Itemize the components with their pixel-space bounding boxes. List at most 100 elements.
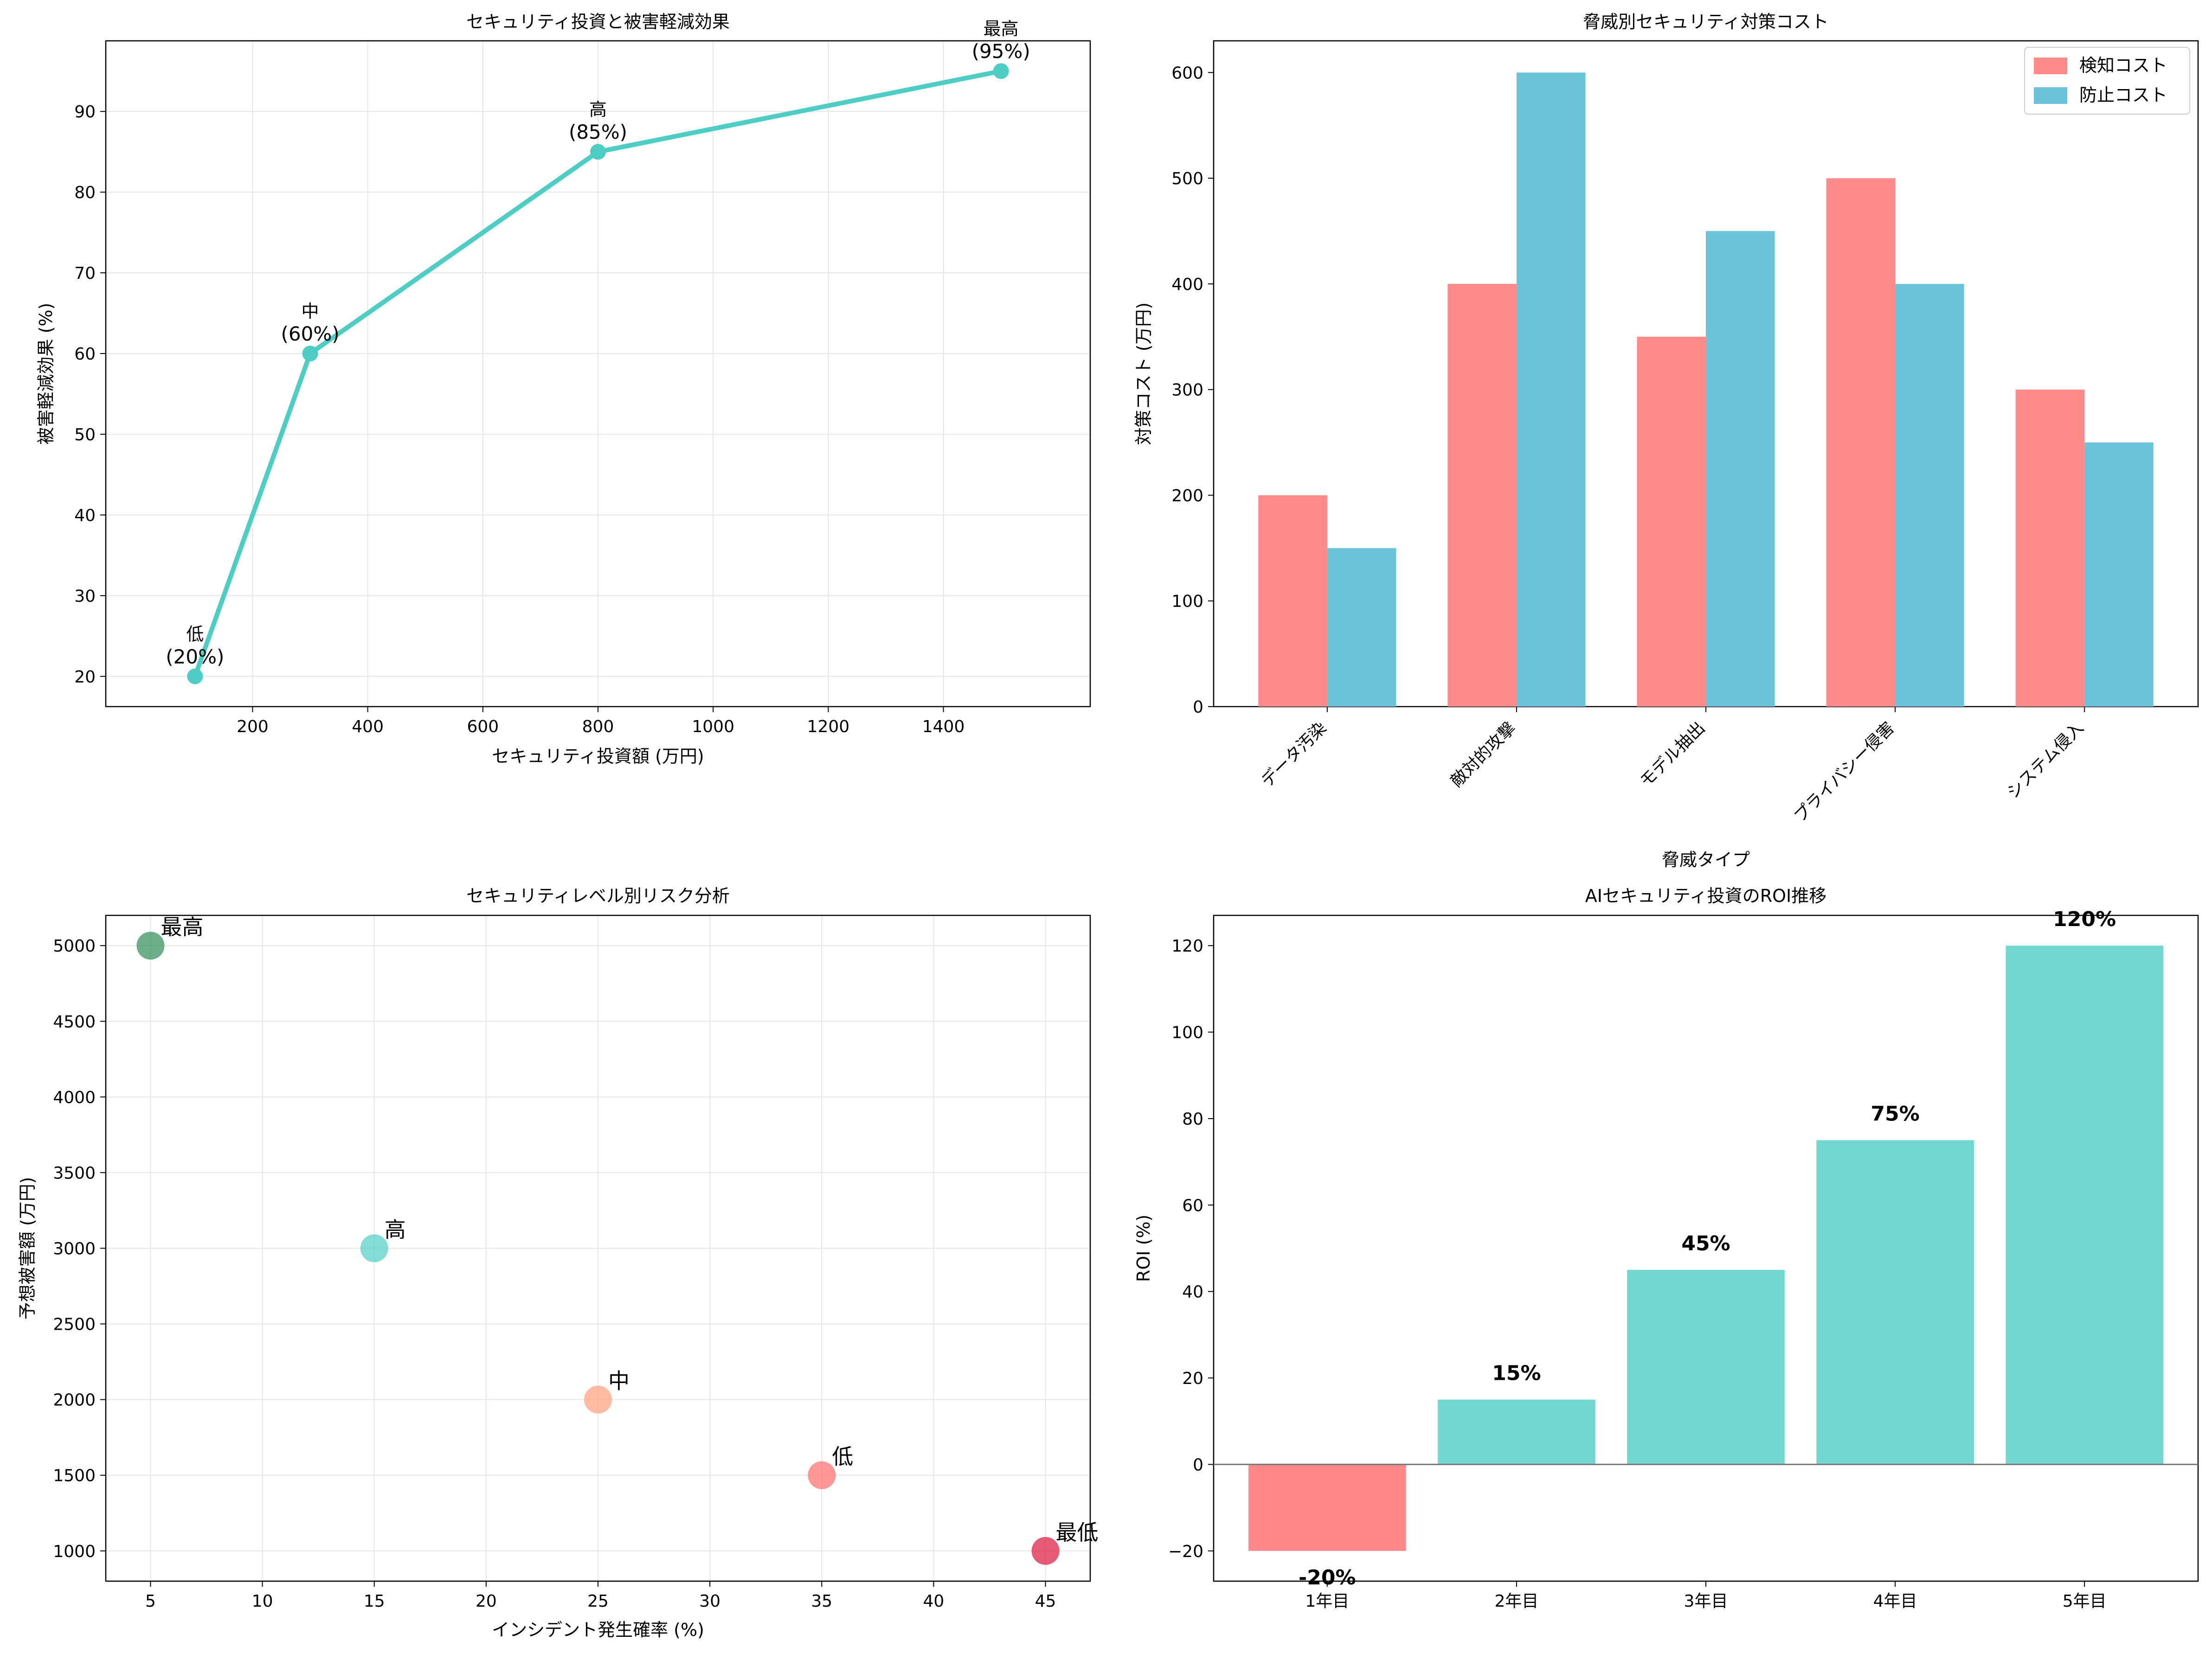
y-tick-label: 4500 [53, 1012, 96, 1031]
y-tick-label: 0 [1193, 1455, 1203, 1474]
chart-title: セキュリティ投資と被害軽減効果 [466, 12, 730, 32]
bar-detection [1258, 495, 1327, 707]
x-tick-label: 1200 [807, 717, 850, 736]
point-label-value: (20%) [166, 645, 224, 668]
x-axis-label: インシデント発生確率 (%) [492, 1620, 704, 1640]
y-tick-label: 600 [1171, 64, 1203, 83]
point-label: 最低 [1056, 1520, 1099, 1545]
x-tick-label: 35 [811, 1592, 832, 1611]
y-tick-label: 20 [74, 668, 96, 687]
chart-title: AIセキュリティ投資のROI推移 [1585, 886, 1826, 906]
bar-detection [1637, 336, 1706, 707]
x-tick-label: 1400 [922, 717, 965, 736]
y-tick-label: 0 [1193, 698, 1203, 717]
bar-prevention [1706, 231, 1775, 707]
x-tick-label: 40 [923, 1592, 945, 1611]
point-label-level: 低 [186, 624, 204, 644]
point-label-level: 高 [589, 99, 607, 120]
x-tick-label: 4年目 [1873, 1592, 1917, 1611]
y-tick-label: −20 [1168, 1542, 1203, 1561]
bar-prevention [1895, 283, 1964, 707]
x-tick-label: データ汚染 [1258, 718, 1330, 791]
x-tick-label: 45 [1035, 1592, 1056, 1611]
x-tick-label: 200 [237, 717, 269, 736]
x-tick-label: 400 [352, 717, 384, 736]
roi-bar [2006, 946, 2163, 1465]
y-tick-label: 120 [1171, 937, 1203, 956]
legend-label: 防止コスト [2079, 85, 2167, 105]
x-tick-label: 5 [145, 1592, 156, 1611]
y-tick-label: 500 [1171, 169, 1203, 188]
point-label-value: (60%) [281, 322, 339, 345]
data-point [590, 144, 606, 160]
y-tick-label: 3000 [53, 1240, 96, 1259]
point-label: 高 [385, 1217, 406, 1242]
y-tick-label: 100 [1171, 592, 1203, 611]
x-tick-label: プライバシー侵害 [1790, 718, 1898, 826]
scatter-point [584, 1385, 612, 1414]
y-tick-label: 100 [1171, 1023, 1203, 1043]
x-tick-label: 10 [252, 1592, 273, 1611]
y-tick-label: 70 [74, 264, 96, 283]
y-tick-label: 300 [1171, 381, 1203, 400]
bar-detection [1826, 178, 1896, 707]
x-tick-label: 5年目 [2063, 1592, 2107, 1611]
x-tick-label: システム侵入 [2004, 718, 2088, 802]
legend-label: 検知コスト [2079, 55, 2167, 76]
y-tick-label: 3500 [53, 1164, 96, 1183]
chart-title: 脅威別セキュリティ対策コスト [1583, 12, 1829, 32]
series-line [193, 69, 1002, 677]
legend-swatch [2034, 58, 2067, 74]
data-point [993, 63, 1009, 79]
roi-bar [1438, 1399, 1595, 1465]
scatter-point [360, 1234, 388, 1262]
bar-value-label: 45% [1681, 1232, 1730, 1255]
x-tick-label: 3年目 [1684, 1592, 1728, 1611]
point-label: 最高 [161, 914, 203, 940]
point-label-value: (95%) [972, 40, 1030, 63]
y-tick-label: 400 [1171, 275, 1203, 294]
point-label-level: 中 [302, 301, 319, 322]
bar-value-label: 120% [2053, 907, 2116, 931]
x-tick-label: 800 [582, 717, 614, 736]
bar-prevention [2084, 442, 2154, 707]
bar-detection [1447, 283, 1517, 707]
panel-roi-trend: −20020406080100120-20%1年目15%2年目45%3年目75%… [1133, 886, 2199, 1611]
y-tick-label: 90 [74, 103, 96, 122]
point-label: 低 [832, 1444, 853, 1469]
x-tick-label: 1年目 [1305, 1592, 1349, 1611]
y-tick-label: 2000 [53, 1391, 96, 1410]
roi-bar [1627, 1270, 1785, 1465]
y-tick-label: 50 [74, 425, 96, 444]
chart-title: セキュリティレベル別リスク分析 [466, 886, 730, 906]
bar-detection [2015, 389, 2085, 707]
x-tick-label: モデル抽出 [1636, 718, 1709, 791]
bar-prevention [1516, 72, 1586, 707]
y-tick-label: 60 [1182, 1196, 1203, 1215]
y-tick-label: 40 [1182, 1283, 1203, 1302]
y-tick-label: 5000 [53, 937, 96, 956]
scatter-point [1031, 1537, 1060, 1565]
y-tick-label: 200 [1171, 486, 1203, 505]
x-tick-label: 1000 [692, 717, 734, 736]
bar-prevention [1327, 548, 1396, 707]
x-axis-label: 脅威タイプ [1662, 850, 1750, 870]
y-tick-label: 2500 [53, 1315, 96, 1334]
y-tick-label: 4000 [53, 1088, 96, 1107]
y-tick-label: 1500 [53, 1467, 96, 1486]
scatter-point [136, 932, 165, 960]
panel-investment-effect: 200 400 600 800 1000 1200 1400 20 30 40 50 60 70 80 90… [36, 12, 1091, 766]
roi-bar [1816, 1140, 1974, 1465]
x-tick-label: 30 [699, 1592, 720, 1611]
x-tick-label: 敵対的攻撃 [1447, 718, 1519, 791]
bar-value-label: 75% [1871, 1102, 1919, 1126]
y-tick-label: 30 [74, 587, 96, 606]
bar-value-label: 15% [1492, 1362, 1541, 1385]
roi-bar [1248, 1464, 1406, 1551]
panel-risk-analysis: 5 10 15 20 25 30 35 40 45 1000 1500 2000 2500 3000 350… [17, 886, 1099, 1640]
point-label-level: 最高 [984, 19, 1019, 39]
x-axis-label: セキュリティ投資額 (万円) [492, 746, 704, 766]
y-axis-label: ROI (%) [1133, 1215, 1154, 1282]
panel-threat-costs: 0 100 200 300 400 500 600 データ汚染 敵対的攻撃 モデル抽出 プライバシー… [1133, 12, 2199, 870]
